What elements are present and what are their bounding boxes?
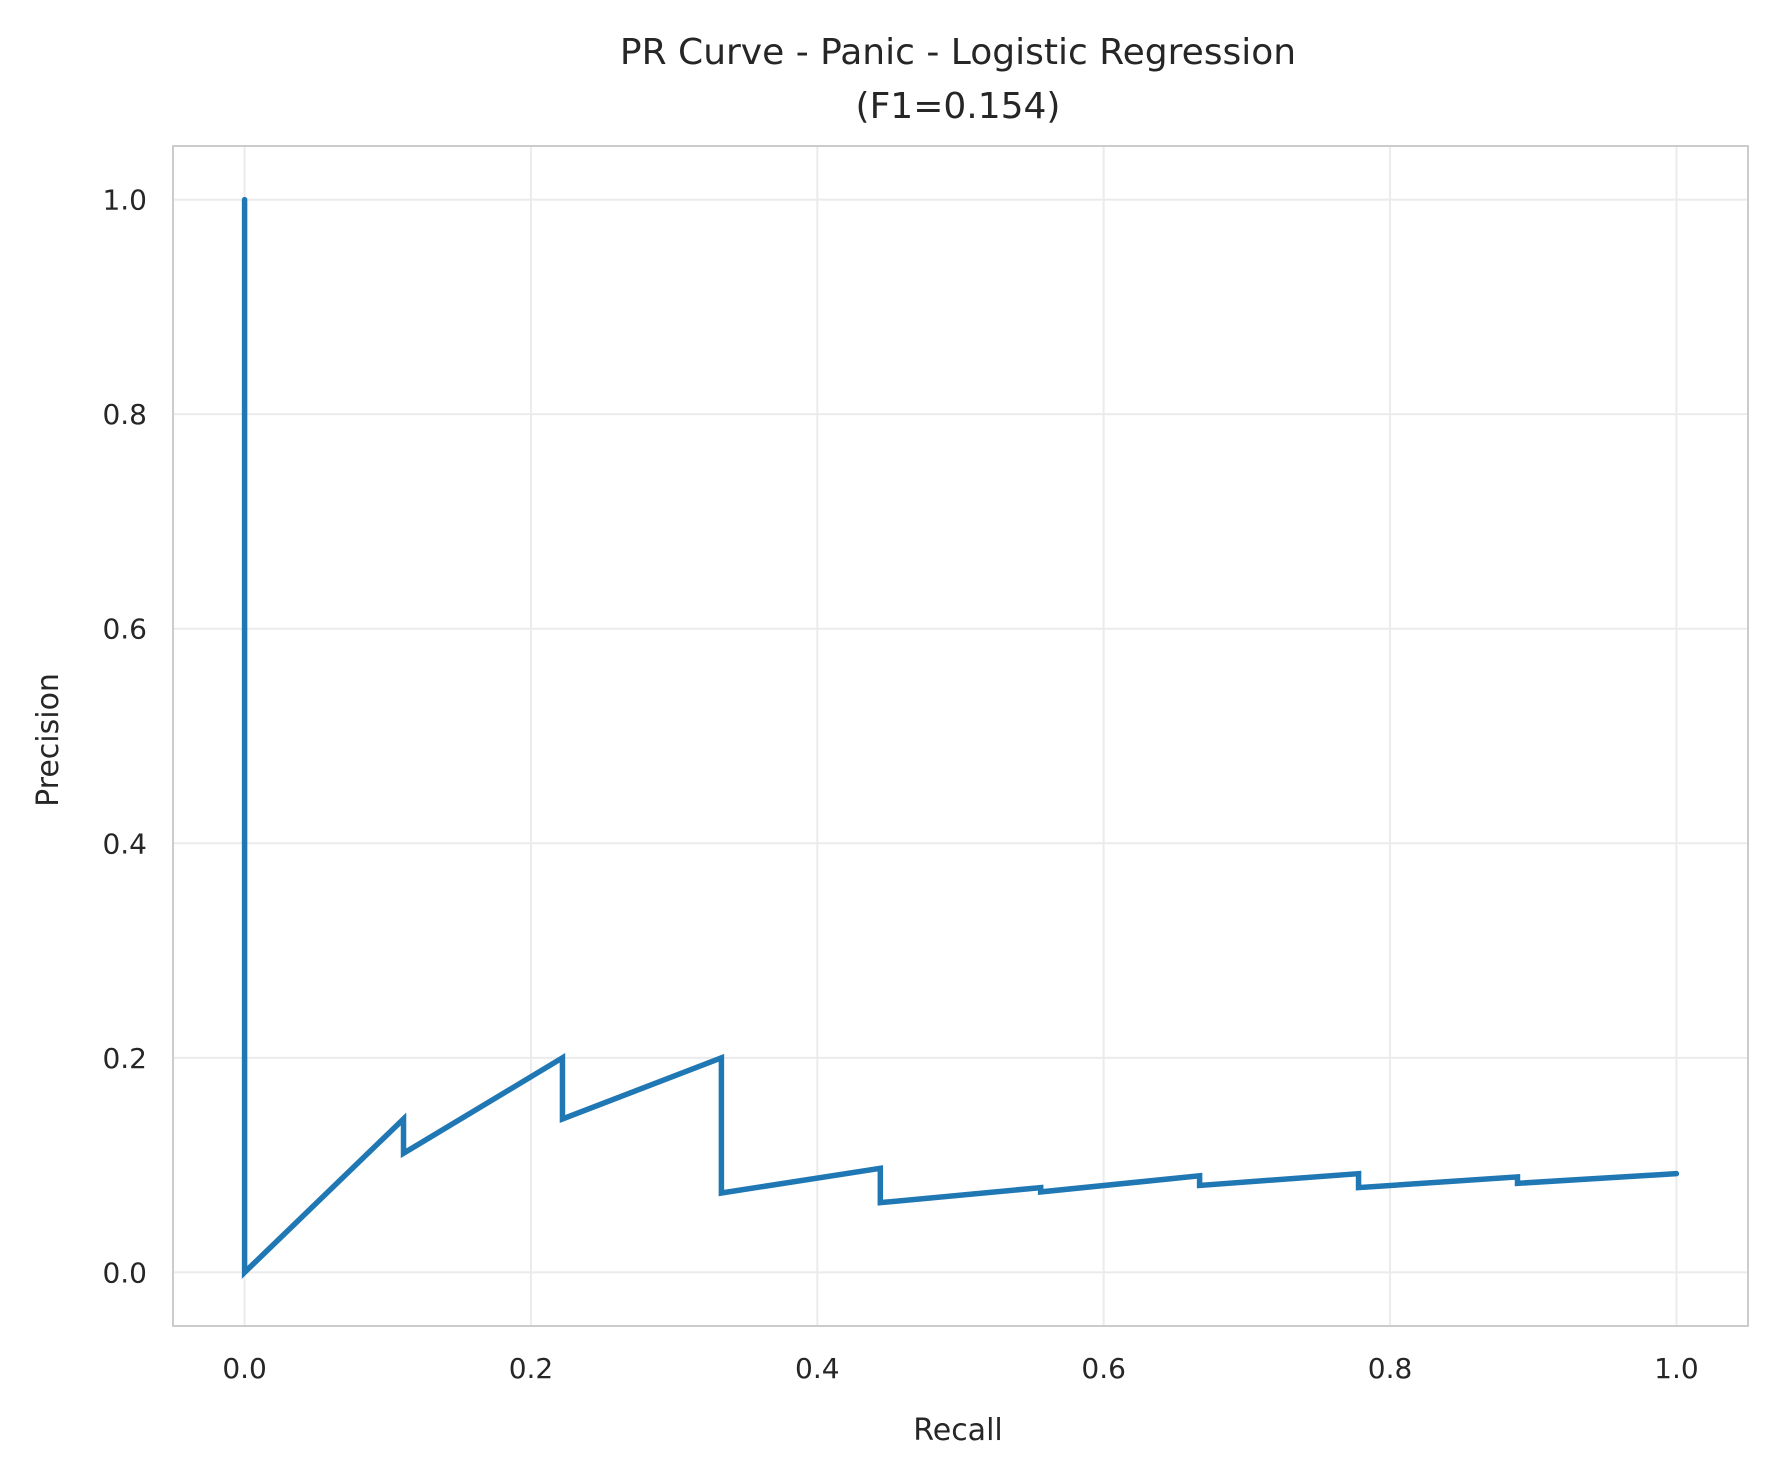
y-axis-label: Precision <box>31 673 66 807</box>
chart-subtitle: (F1=0.154) <box>856 86 1061 127</box>
y-tick-label: 0.6 <box>102 613 147 646</box>
y-tick-label: 1.0 <box>102 184 147 217</box>
x-tick-label: 0.6 <box>1081 1352 1126 1385</box>
y-tick-label: 0.0 <box>102 1256 147 1289</box>
x-tick-label: 0.8 <box>1368 1352 1413 1385</box>
x-tick-label: 0.2 <box>509 1352 554 1385</box>
y-tick-label: 0.8 <box>102 398 147 431</box>
y-tick-label: 0.4 <box>102 827 147 860</box>
x-tick-label: 1.0 <box>1654 1352 1699 1385</box>
chart-title: PR Curve - Panic - Logistic Regression <box>620 32 1296 73</box>
x-tick-label: 0.0 <box>222 1352 267 1385</box>
y-tick-label: 0.2 <box>102 1042 147 1075</box>
x-axis-label: Recall <box>913 1413 1003 1448</box>
x-tick-label: 0.4 <box>795 1352 840 1385</box>
